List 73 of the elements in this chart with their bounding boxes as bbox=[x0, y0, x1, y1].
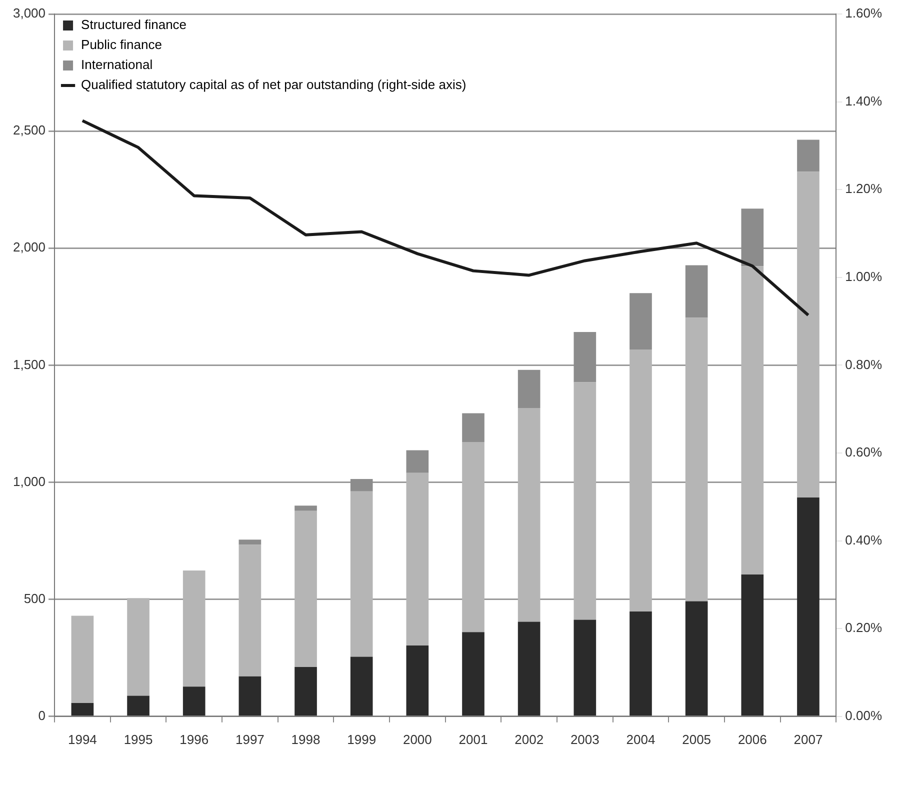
y-tick-label: 1,000 bbox=[12, 474, 46, 489]
bar bbox=[406, 472, 429, 646]
x-tick-label: 1996 bbox=[180, 732, 209, 747]
y-tick-label: 2,500 bbox=[12, 122, 46, 138]
x-tick-label: 2003 bbox=[570, 732, 600, 747]
bar bbox=[574, 620, 596, 716]
bar bbox=[238, 540, 262, 545]
x-tick-label: 1998 bbox=[291, 732, 320, 747]
legend-label: Public finance bbox=[81, 37, 162, 52]
x-tick-label: 1999 bbox=[347, 732, 376, 747]
y-tick-label: 0 bbox=[38, 708, 46, 723]
legend-label: International bbox=[81, 57, 153, 72]
bar bbox=[350, 491, 373, 657]
bar bbox=[518, 408, 540, 622]
bar bbox=[574, 332, 596, 382]
x-tick-label: 2004 bbox=[626, 732, 656, 747]
bar bbox=[741, 574, 764, 716]
y2-tick-label: 1.40% bbox=[845, 93, 882, 108]
bar bbox=[741, 266, 764, 575]
bar bbox=[574, 382, 596, 620]
bar bbox=[630, 293, 652, 350]
bar bbox=[462, 413, 484, 442]
bar bbox=[71, 703, 94, 716]
bar bbox=[797, 140, 820, 172]
y2-tick-label: 0.00% bbox=[845, 708, 882, 723]
y2-tick-label: 1.20% bbox=[845, 181, 882, 196]
legend-label: Qualified statutory capital as of net par outstanding (right-side axis) bbox=[81, 77, 466, 92]
bar bbox=[182, 570, 206, 687]
y-tick-label: 2,000 bbox=[12, 240, 46, 255]
x-tick-label: 2002 bbox=[514, 732, 544, 747]
bar bbox=[127, 696, 150, 716]
bar bbox=[350, 478, 373, 492]
bar bbox=[406, 450, 429, 473]
bar bbox=[294, 510, 317, 667]
y-tick-label: 500 bbox=[24, 590, 46, 606]
x-tick-label: 2007 bbox=[794, 732, 823, 747]
y2-tick-label: 0.80% bbox=[845, 356, 882, 372]
bar bbox=[462, 632, 484, 716]
y-tick-label: 1,500 bbox=[12, 356, 46, 372]
bar bbox=[294, 667, 317, 716]
x-tick-label: 2006 bbox=[738, 732, 767, 747]
y2-tick-label: 1.60% bbox=[845, 6, 882, 21]
bar bbox=[518, 622, 540, 716]
bar bbox=[238, 676, 262, 716]
y-tick-label: 3,000 bbox=[12, 6, 46, 21]
x-tick-label: 1995 bbox=[124, 732, 153, 747]
y2-tick-label: 1.00% bbox=[845, 268, 882, 284]
bar bbox=[797, 497, 820, 716]
bar bbox=[685, 601, 708, 716]
x-tick-label: 2001 bbox=[458, 732, 488, 747]
bar bbox=[685, 318, 708, 602]
bar bbox=[238, 544, 262, 676]
bar bbox=[182, 686, 206, 716]
bar bbox=[518, 370, 540, 408]
x-tick-label: 1994 bbox=[68, 732, 97, 747]
y2-tick-label: 0.40% bbox=[845, 532, 882, 548]
y2-tick-label: 0.20% bbox=[845, 620, 882, 636]
bar bbox=[797, 172, 820, 498]
legend-label: Structured finance bbox=[81, 17, 187, 32]
x-tick-label: 2005 bbox=[682, 732, 712, 747]
bar bbox=[71, 616, 94, 704]
bar bbox=[630, 350, 652, 612]
bar bbox=[294, 506, 317, 511]
bar bbox=[350, 656, 373, 716]
bar bbox=[127, 598, 150, 696]
bar bbox=[406, 645, 429, 716]
bar bbox=[462, 442, 484, 632]
x-tick-label: 2000 bbox=[402, 732, 432, 747]
bar bbox=[630, 612, 652, 716]
bar bbox=[741, 208, 764, 266]
y2-tick-label: 0.60% bbox=[845, 444, 882, 460]
x-tick-label: 1997 bbox=[235, 732, 264, 747]
bar bbox=[685, 265, 708, 318]
